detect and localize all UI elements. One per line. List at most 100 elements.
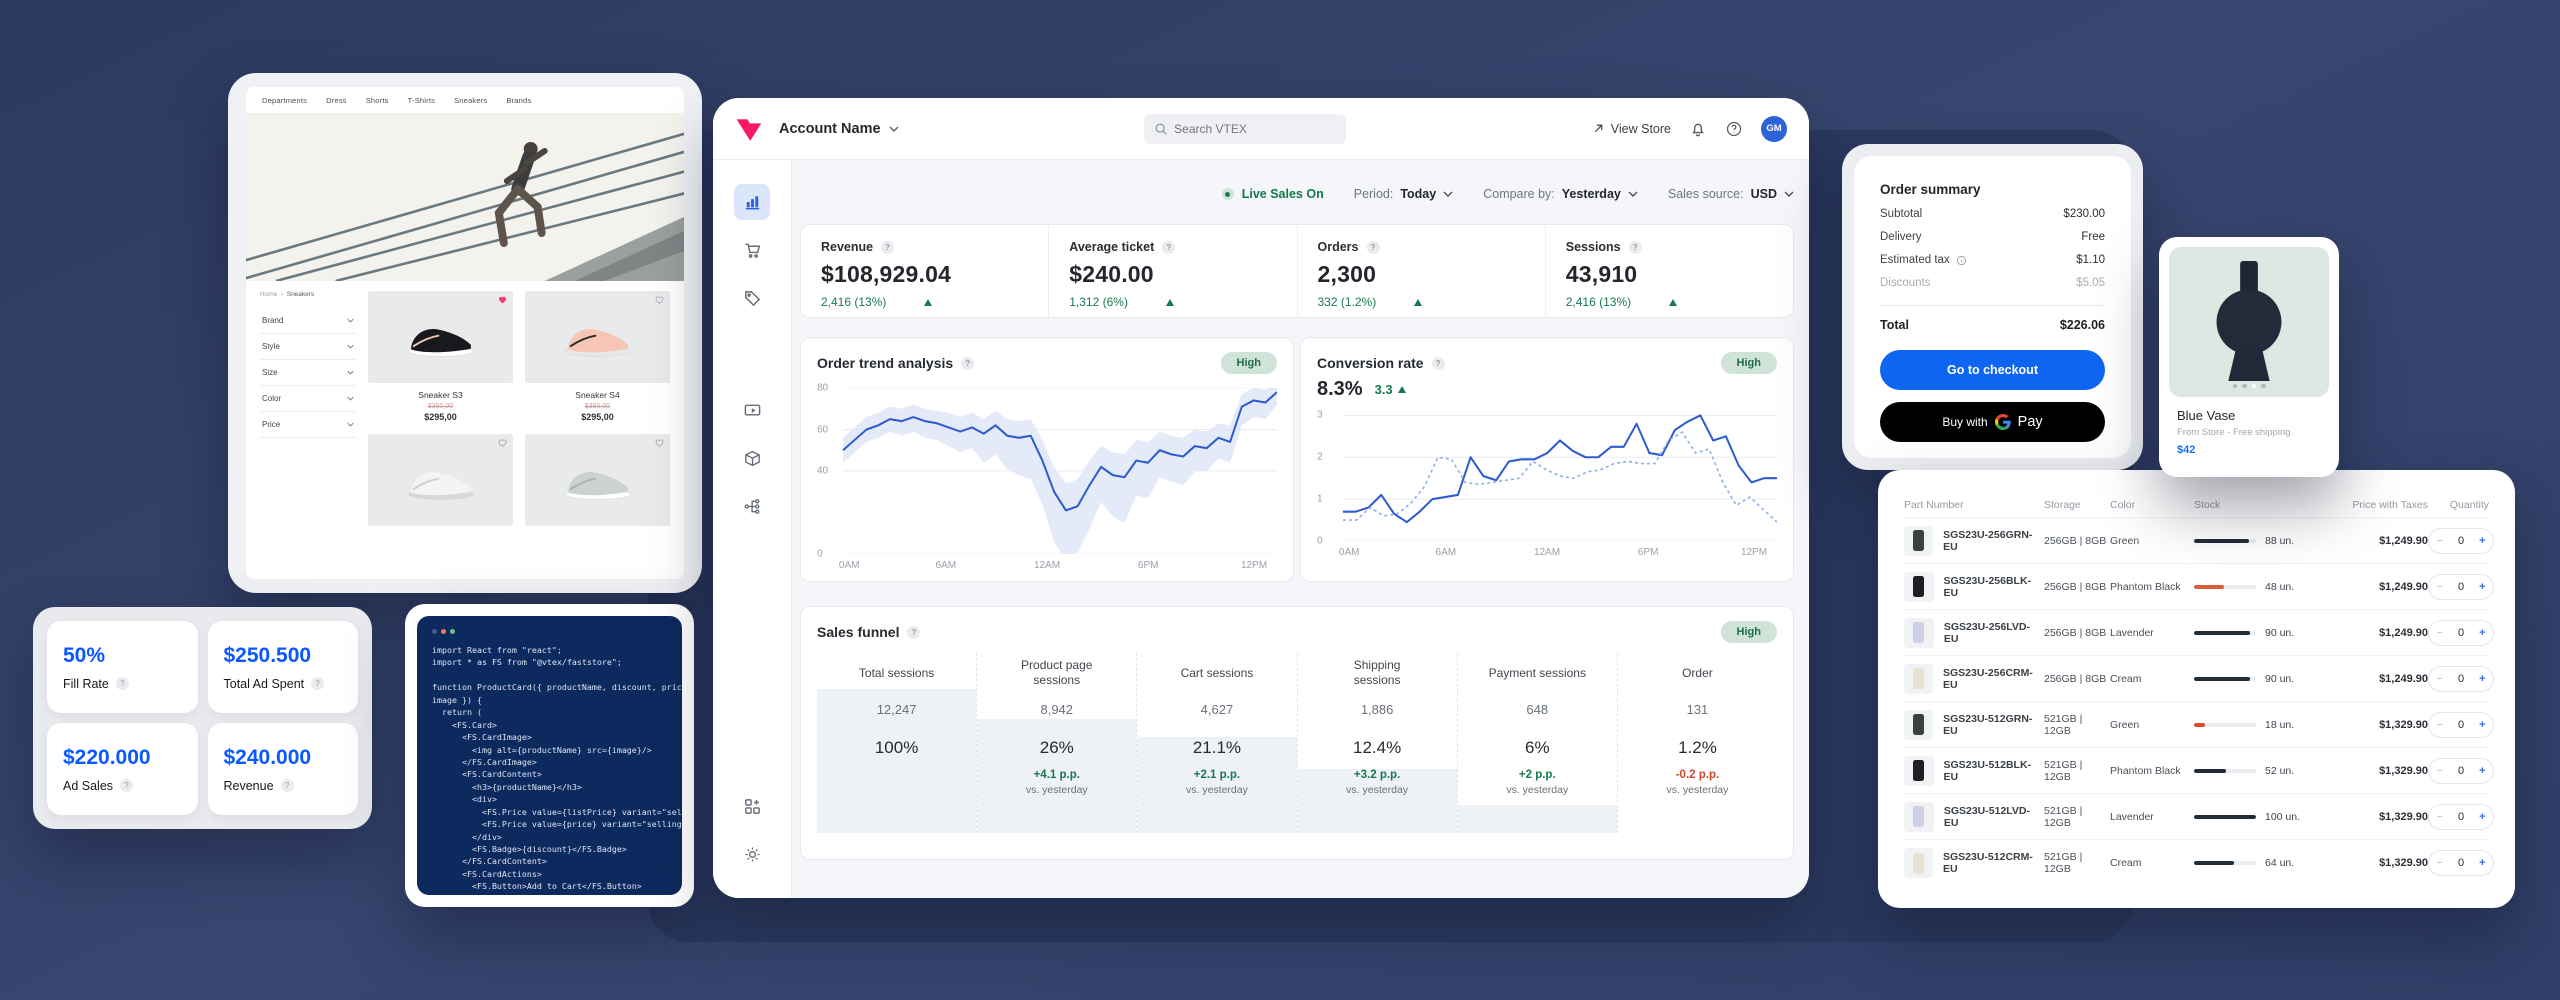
breadcrumb-home[interactable]: Home bbox=[260, 291, 278, 298]
quantity-stepper[interactable]: − 0 + bbox=[2428, 665, 2494, 692]
plus-icon[interactable]: + bbox=[2479, 718, 2486, 731]
plus-icon[interactable]: + bbox=[2479, 580, 2486, 593]
minus-icon[interactable]: − bbox=[2436, 672, 2443, 685]
minus-icon[interactable]: − bbox=[2436, 764, 2443, 777]
plus-icon[interactable]: + bbox=[2479, 534, 2486, 547]
store-filter-style[interactable]: Style bbox=[260, 334, 356, 360]
product-card[interactable]: Sneaker S4 $350,00 $295,00 bbox=[525, 291, 670, 422]
search-input[interactable] bbox=[1144, 113, 1347, 144]
quantity-stepper[interactable]: − 0 + bbox=[2428, 757, 2494, 784]
part-cell: SGS23U-256LVD-EU bbox=[1904, 617, 2044, 648]
store-nav-item[interactable]: Brands bbox=[506, 95, 532, 105]
carousel-dot-icon[interactable] bbox=[2261, 383, 2266, 388]
quantity-stepper[interactable]: − 0 + bbox=[2428, 711, 2494, 738]
sneaker-image bbox=[564, 472, 631, 500]
quantity-stepper[interactable]: − 0 + bbox=[2428, 850, 2494, 876]
sidebar-item-flow-icon[interactable] bbox=[734, 488, 770, 524]
store-filter-color[interactable]: Color bbox=[260, 386, 356, 412]
heart-outline-icon[interactable] bbox=[498, 439, 507, 447]
carousel-dots[interactable] bbox=[2169, 383, 2329, 388]
table-row[interactable]: SGS23U-512BLK-EU 521GB | 12GB Phantom Blac… bbox=[1904, 748, 2494, 794]
table-row[interactable]: SGS23U-512LVD-EU 521GB | 12GB Lavender 100 … bbox=[1904, 794, 2494, 840]
minus-icon[interactable]: − bbox=[2436, 626, 2443, 639]
help-badge-icon[interactable]: ? bbox=[1162, 240, 1176, 254]
help-badge-icon[interactable]: ? bbox=[1366, 240, 1380, 254]
compare-dropdown[interactable]: Compare by: Yesterday bbox=[1483, 187, 1638, 201]
store-nav-item[interactable]: Dress bbox=[326, 95, 347, 105]
help-badge-icon[interactable]: ? bbox=[907, 625, 921, 639]
sidebar-item-analytics-icon[interactable] bbox=[734, 184, 770, 220]
store-filter-price[interactable]: Price bbox=[260, 412, 356, 438]
plus-icon[interactable]: + bbox=[2479, 626, 2486, 639]
table-row[interactable]: SGS23U-512CRM-EU 521GB | 12GB Cream 64 un. $… bbox=[1904, 840, 2494, 886]
plus-icon[interactable]: + bbox=[2479, 764, 2486, 777]
chevron-down-icon bbox=[1443, 191, 1453, 197]
quantity-stepper[interactable]: − 0 + bbox=[2428, 803, 2494, 830]
help-badge-icon[interactable]: ? bbox=[115, 677, 129, 690]
sidebar-item-package-icon[interactable] bbox=[734, 440, 770, 476]
help-badge-icon[interactable]: ? bbox=[1628, 240, 1642, 254]
quantity-stepper[interactable]: − 0 + bbox=[2428, 619, 2494, 646]
carousel-dot-icon[interactable] bbox=[2242, 383, 2247, 388]
help-icon[interactable] bbox=[1725, 120, 1743, 138]
minus-icon[interactable]: − bbox=[2436, 810, 2443, 823]
notifications-bell-icon[interactable] bbox=[1689, 120, 1707, 138]
help-badge-icon[interactable]: ? bbox=[961, 356, 975, 370]
filter-label: Color bbox=[262, 394, 282, 403]
plus-icon[interactable]: + bbox=[2479, 857, 2486, 869]
table-row[interactable]: SGS23U-512GRN-EU 521GB | 12GB Green 18 un. $… bbox=[1904, 702, 2494, 748]
go-to-checkout-button[interactable]: Go to checkout bbox=[1880, 350, 2105, 390]
heart-outline-icon[interactable] bbox=[655, 439, 664, 447]
carousel-dot-icon[interactable] bbox=[2232, 383, 2237, 388]
heart-filled-icon[interactable] bbox=[498, 296, 507, 304]
help-badge-icon[interactable]: ? bbox=[120, 779, 134, 792]
table-row[interactable]: SGS23U-256GRN-EU 256GB | 8GB Green 88 un. $1… bbox=[1904, 518, 2494, 564]
carousel-dot-icon[interactable] bbox=[2251, 383, 2256, 388]
product-price: $42 bbox=[2177, 444, 2196, 456]
quantity-stepper[interactable]: − 0 + bbox=[2428, 527, 2494, 554]
table-row[interactable]: SGS23U-256CRM-EU 256GB | 8GB Cream 90 un. $1… bbox=[1904, 656, 2494, 702]
store-nav-item[interactable]: Shorts bbox=[365, 95, 389, 105]
table-row[interactable]: SGS23U-256BLK-EU 256GB | 8GB Phantom Black… bbox=[1904, 564, 2494, 610]
gpay-button[interactable]: Buy with Pay bbox=[1880, 402, 2105, 442]
sidebar-item-screen-play-icon[interactable] bbox=[734, 392, 770, 428]
user-avatar[interactable]: GM bbox=[1761, 115, 1787, 142]
heart-outline-icon[interactable] bbox=[655, 296, 664, 304]
plus-icon[interactable]: + bbox=[2479, 810, 2486, 823]
product-card[interactable] bbox=[368, 434, 513, 526]
product-card[interactable]: Sneaker S3 $350,00 $295,00 bbox=[368, 291, 513, 422]
vtex-logo-icon[interactable] bbox=[735, 115, 763, 143]
minus-icon[interactable]: − bbox=[2436, 718, 2443, 731]
store-filter-size[interactable]: Size bbox=[260, 360, 356, 386]
part-cell: SGS23U-512BLK-EU bbox=[1904, 755, 2044, 786]
vase-product-card[interactable]: Blue Vase From Store - Free shipping $42 bbox=[2159, 237, 2339, 477]
store-filter-brand[interactable]: Brand bbox=[260, 308, 356, 334]
plus-icon[interactable]: + bbox=[2479, 672, 2486, 685]
quantity-stepper[interactable]: − 0 + bbox=[2428, 573, 2494, 600]
sidebar-item-tag-icon[interactable] bbox=[734, 280, 770, 316]
minus-icon[interactable]: − bbox=[2436, 857, 2443, 869]
live-sales-toggle[interactable]: Live Sales On bbox=[1221, 187, 1324, 201]
store-nav-item[interactable]: T-Shirts bbox=[407, 95, 436, 105]
store-nav-item[interactable]: Departments bbox=[262, 95, 308, 105]
view-store-link[interactable]: View Store bbox=[1592, 122, 1671, 136]
account-switcher[interactable]: Account Name bbox=[779, 121, 899, 137]
help-badge-icon[interactable]: ? bbox=[280, 779, 294, 792]
help-badge-icon[interactable]: ? bbox=[1431, 356, 1445, 370]
product-card[interactable] bbox=[525, 434, 670, 526]
sidebar-item-cart-icon[interactable] bbox=[734, 232, 770, 268]
period-dropdown[interactable]: Period: Today bbox=[1354, 187, 1454, 201]
help-badge-icon[interactable]: ? bbox=[881, 240, 895, 254]
store-nav-item[interactable]: Sneakers bbox=[454, 95, 488, 105]
help-badge-icon[interactable]: ? bbox=[311, 677, 325, 690]
minus-icon[interactable]: − bbox=[2436, 534, 2443, 547]
sales-source-dropdown[interactable]: Sales source: USD bbox=[1668, 187, 1794, 201]
kpi-label-row: Sessions? bbox=[1566, 240, 1773, 254]
kpi-average-ticket: Average ticket? $240.00 1,312 (6%) bbox=[1049, 225, 1298, 317]
minus-icon[interactable]: − bbox=[2436, 580, 2443, 593]
table-row[interactable]: SGS23U-256LVD-EU 256GB | 8GB Lavender 90 un… bbox=[1904, 610, 2494, 656]
sidebar-item-gear-icon[interactable] bbox=[734, 836, 770, 872]
sidebar-item-apps-plus-icon[interactable] bbox=[734, 788, 770, 824]
info-icon[interactable] bbox=[1956, 255, 1967, 266]
product-old-price: $350,00 bbox=[584, 403, 611, 410]
